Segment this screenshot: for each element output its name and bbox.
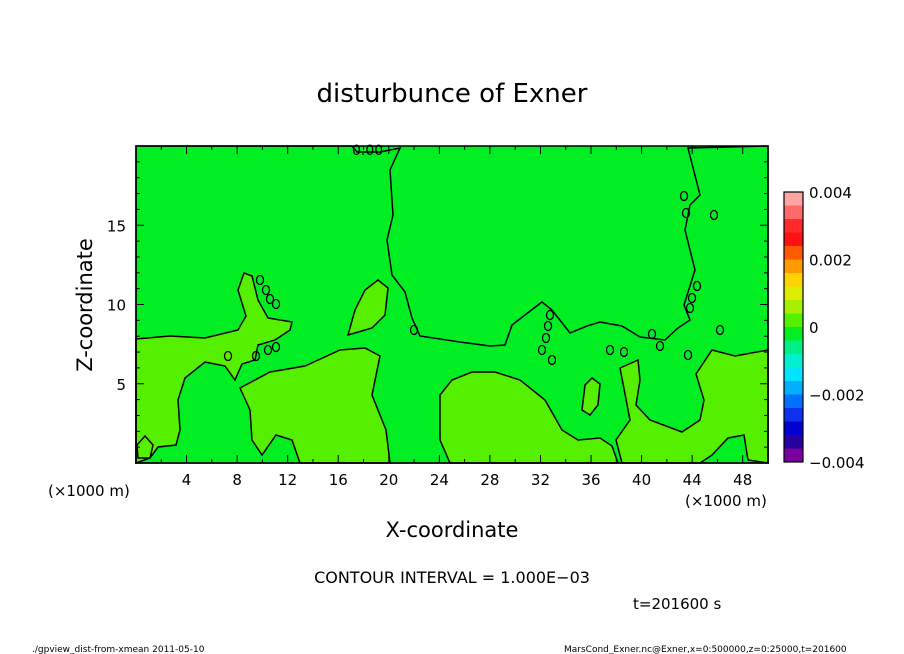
colorbar-swatch: [784, 313, 803, 328]
colorbar-swatch: [784, 327, 803, 341]
region-left-band: [136, 273, 292, 463]
colorbar: 0.004 0.002 0 −0.002 −0.004: [783, 184, 865, 472]
x-tick-label: 8: [232, 471, 242, 489]
y-tick-label: 5: [116, 376, 126, 394]
contour-loop-3: [271, 298, 281, 310]
y-axis-label: Z-coordinate: [73, 238, 97, 372]
x-tick-label: 16: [329, 471, 348, 489]
region-mid-left-contour: [239, 347, 391, 464]
x-tick-label: 44: [683, 471, 702, 489]
contour-loop-9: [543, 320, 553, 332]
contour-loop-10: [541, 332, 551, 344]
colorbar-swatch: [784, 300, 803, 314]
colorbar-swatch: [784, 394, 803, 409]
colorbar-swatch: [784, 340, 803, 355]
region-center: [440, 372, 618, 463]
footer-left-note: ./gpview_dist-from-xmean 2011-05-10: [32, 645, 205, 654]
zero-contour-lines: [135, 145, 769, 465]
x-tick-label: 24: [430, 471, 449, 489]
contour-loop-22: [647, 328, 657, 340]
colorbar-swatch: [784, 448, 803, 463]
x-tick-label: 48: [733, 471, 752, 489]
x-tick-label: 32: [531, 471, 550, 489]
contour-loop-14: [687, 292, 697, 304]
contour-loop-17: [681, 207, 691, 219]
contour-loop-8: [545, 309, 555, 321]
colorbar-swatch: [784, 367, 803, 382]
contour-loop-18: [709, 209, 719, 221]
y-tick-label: 15: [107, 217, 126, 235]
colorbar-swatch: [784, 246, 803, 260]
contour-loop-2: [265, 293, 275, 305]
contour-loop-21: [655, 340, 665, 352]
contour-loop-6: [271, 341, 281, 353]
x-axis-unit-right: (×1000 m): [685, 492, 767, 510]
colorbar-tick-label: 0.002: [809, 252, 852, 270]
chart-title: disturbunce of Exner: [317, 79, 588, 109]
contour-loop-25: [409, 324, 419, 336]
colorbar-tick-label: 0: [809, 319, 819, 337]
x-tick-label: 12: [278, 471, 297, 489]
colorbar-tick-label: −0.004: [809, 454, 865, 472]
x-tick-label: 4: [182, 471, 192, 489]
region-island-a-contour: [346, 279, 389, 337]
contour-loop-15: [692, 280, 702, 292]
x-tick-label: 40: [632, 471, 651, 489]
colorbar-tick-label: −0.002: [809, 387, 865, 405]
contour-interval-text: CONTOUR INTERVAL = 1.000E−03: [314, 568, 590, 587]
contour-loop-13: [685, 302, 695, 314]
colorbar-swatch: [784, 232, 803, 247]
contour-loop-1: [261, 284, 271, 296]
colorbar-tick-label: 0.004: [809, 184, 852, 202]
time-stamp: t=201600 s: [633, 595, 721, 613]
region-island-b: [582, 378, 600, 415]
x-tick-label: 36: [581, 471, 600, 489]
colorbar-swatch: [784, 192, 803, 206]
colorbar-swatch: [784, 381, 803, 395]
colorbar-swatch: [784, 273, 803, 287]
contour-loop-12: [547, 354, 557, 366]
colorbar-swatch: [784, 354, 803, 368]
region-right-lower: [616, 350, 768, 463]
region-corner-contour: [136, 434, 154, 459]
footer-right-note: MarsCond_Exner.nc@Exner,x=0:500000,z=0:2…: [564, 645, 847, 654]
contour-loop-11: [537, 344, 547, 356]
colorbar-swatch: [784, 259, 803, 274]
region-island-b-contour: [581, 377, 601, 416]
contour-value-label: 0.00: [352, 143, 383, 159]
region-upper-left-contour: [135, 145, 769, 464]
contour-loop-7: [223, 350, 233, 362]
x-tick-label: 28: [480, 471, 499, 489]
contour-loop-24: [683, 349, 693, 361]
x-tick-label: 20: [379, 471, 398, 489]
colorbar-swatch: [784, 421, 803, 436]
colorbar-swatch: [784, 408, 803, 422]
contour-loop-16: [679, 190, 689, 202]
contour-loop-0: [255, 274, 265, 286]
contour-loop-20: [619, 346, 629, 358]
region-mid-left: [240, 348, 390, 463]
contour-loop-5: [251, 350, 261, 362]
contour-loop-19: [605, 344, 615, 356]
x-axis-unit-left: (×1000 m): [48, 482, 130, 500]
colorbar-swatch: [784, 219, 803, 233]
colorbar-swatch: [784, 435, 803, 449]
colorbar-swatch: [784, 286, 803, 301]
colorbar-swatch: [784, 205, 803, 220]
contour-loop-23: [715, 324, 725, 336]
contour-loop-4: [263, 344, 273, 356]
y-tick-label: 10: [107, 297, 126, 315]
colorbar-frame: [783, 191, 804, 463]
x-axis-label: X-coordinate: [386, 518, 519, 542]
region-left-band-contour: [135, 272, 293, 465]
